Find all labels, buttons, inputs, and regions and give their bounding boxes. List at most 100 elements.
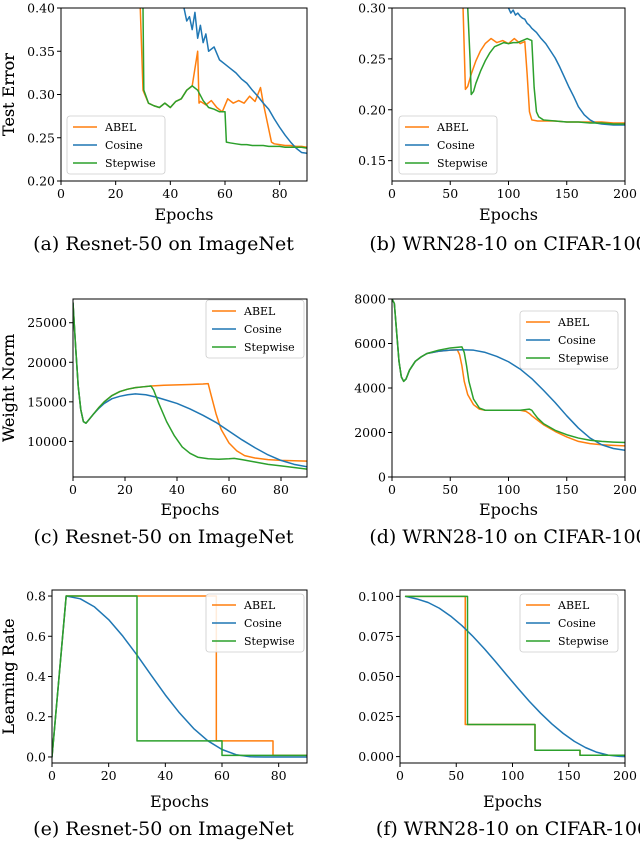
panel-caption: (b) WRN28-10 on CIFAR-100 <box>369 233 640 255</box>
y-axis-label: Learning Rate <box>0 618 18 734</box>
x-tick-label: 200 <box>613 186 637 201</box>
x-tick-label: 60 <box>217 186 233 201</box>
y-tick-label: 0.8 <box>26 589 46 604</box>
x-tick-label: 40 <box>157 768 173 783</box>
y-tick-label: 0.050 <box>358 669 394 684</box>
legend-box <box>519 310 619 370</box>
x-tick-label: 0 <box>69 482 77 497</box>
y-tick-label: 0 <box>378 470 386 485</box>
y-tick-label: 15000 <box>27 394 67 409</box>
y-tick-label: 0.075 <box>358 629 394 644</box>
x-tick-label: 200 <box>613 482 637 497</box>
legend-label-cosine: Cosine <box>244 617 282 630</box>
x-tick-label: 60 <box>221 482 237 497</box>
x-tick-label: 0 <box>57 186 65 201</box>
y-tick-label: 20000 <box>27 355 67 370</box>
x-tick-label: 80 <box>273 482 289 497</box>
y-tick-label: 4000 <box>354 381 386 396</box>
legend-label-cosine: Cosine <box>437 139 475 152</box>
x-tick-label: 150 <box>555 482 579 497</box>
chart-panel-3: 0 20 40 60 80 10000 15000 20000 25000 Epochs Weigh… <box>0 298 308 548</box>
x-tick-label: 100 <box>497 482 521 497</box>
y-tick-label: 0.35 <box>27 44 55 59</box>
chart-panel-6: 0 50 100 150 2000.0000.0250.0500.0750.100Epo… <box>0 589 640 840</box>
panel-caption: (a) Resnet-50 on ImageNet <box>33 233 294 255</box>
x-tick-label: 20 <box>117 482 133 497</box>
x-tick-label: 50 <box>442 186 458 201</box>
y-tick-label: 0.30 <box>27 87 55 102</box>
legend-box <box>398 115 498 175</box>
y-axis-label: Learning Rate <box>0 618 18 734</box>
y-tick-label: 8000 <box>354 292 386 307</box>
x-axis-label: Epochs <box>479 500 538 519</box>
legend: ABEL Cosine Stepwise <box>66 115 166 175</box>
x-tick-label: 60 <box>214 768 230 783</box>
y-tick-label: 2000 <box>354 425 386 440</box>
x-tick-label: 0 <box>48 768 56 783</box>
x-tick-label: 100 <box>497 186 521 201</box>
x-tick-label: 150 <box>557 768 581 783</box>
legend-label-cosine: Cosine <box>244 323 282 336</box>
x-tick-label: 50 <box>448 768 464 783</box>
y-tick-label: 0.025 <box>358 709 394 724</box>
series-line-stepwise <box>404 595 625 757</box>
y-tick-label: 0.40 <box>27 1 55 16</box>
y-tick-label: 0.000 <box>358 749 394 764</box>
legend-label-stepwise: Stepwise <box>244 341 295 354</box>
legend: ABEL Cosine Stepwise <box>519 310 619 370</box>
y-axis-label: Test Error <box>0 53 18 136</box>
y-tick-label: 0.2 <box>26 709 46 724</box>
legend-box <box>519 593 619 653</box>
series-line-cosine <box>507 8 625 126</box>
legend-box <box>205 593 305 653</box>
legend-label-abel: ABEL <box>436 121 469 134</box>
x-tick-label: 40 <box>162 186 178 201</box>
legend-label-abel: ABEL <box>243 305 276 318</box>
x-tick-label: 80 <box>271 768 287 783</box>
series-line-abel <box>462 8 625 124</box>
chart-panel-4: 0 50 100 150 20002000400060008000EpochsWeigh… <box>0 292 640 549</box>
series-line-stepwise <box>392 299 625 444</box>
y-tick-label: 10000 <box>27 434 67 449</box>
y-tick-label: 0.20 <box>358 102 386 117</box>
legend-label-stepwise: Stepwise <box>558 352 609 365</box>
x-axis-label: Epochs <box>483 792 542 811</box>
y-tick-label: 0.25 <box>27 130 55 145</box>
panel-caption: (c) Resnet-50 on ImageNet <box>33 526 293 548</box>
y-tick-label: 0.4 <box>26 669 46 684</box>
x-tick-label: 80 <box>272 186 288 201</box>
series-line-cosine <box>183 8 307 155</box>
panel-caption: (d) WRN28-10 on CIFAR-100 <box>369 526 640 548</box>
y-tick-label: 0.30 <box>358 1 386 16</box>
legend-label-abel: ABEL <box>557 316 590 329</box>
legend-box <box>205 299 305 359</box>
x-tick-label: 40 <box>169 482 185 497</box>
legend-label-abel: ABEL <box>104 121 137 134</box>
legend: ABEL Cosine Stepwise <box>519 593 619 653</box>
series-line-cosine <box>404 595 625 758</box>
y-axis-label: Weight Norm <box>0 334 18 442</box>
y-tick-label: 0.6 <box>26 629 46 644</box>
panel-caption: (f) WRN28-10 on CIFAR-100 <box>376 818 640 840</box>
y-tick-label: 25000 <box>27 315 67 330</box>
axes-frame <box>72 298 308 478</box>
x-axis-label: Epochs <box>160 500 219 519</box>
legend-label-stepwise: Stepwise <box>558 635 609 648</box>
x-axis-label: Epochs <box>154 205 213 224</box>
legend-label-cosine: Cosine <box>558 617 596 630</box>
y-tick-label: 0.100 <box>358 589 394 604</box>
x-tick-label: 200 <box>613 768 637 783</box>
y-tick-label: 0.0 <box>26 749 46 764</box>
x-tick-label: 20 <box>108 186 124 201</box>
legend-label-stepwise: Stepwise <box>437 157 488 170</box>
legend-label-abel: ABEL <box>557 599 590 612</box>
y-axis-label: Test Error <box>0 53 18 136</box>
legend: ABEL Cosine Stepwise <box>205 299 305 359</box>
x-tick-label: 0 <box>396 768 404 783</box>
legend-label-cosine: Cosine <box>105 139 143 152</box>
y-tick-label: 0.20 <box>27 174 55 189</box>
chart-panel-5: 0 20 40 60 80 0.0 0.2 0.4 0.6 0.8 Epochs Learning R… <box>0 589 308 840</box>
series-line-stepwise <box>466 8 625 125</box>
y-tick-label: 0.25 <box>358 51 386 66</box>
